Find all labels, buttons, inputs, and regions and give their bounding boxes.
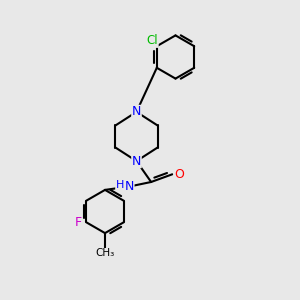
Text: CH₃: CH₃ [95, 248, 115, 259]
Text: F: F [74, 216, 82, 229]
Text: N: N [124, 180, 134, 193]
Text: O: O [174, 168, 184, 181]
Text: H: H [116, 180, 124, 190]
Text: N: N [132, 154, 141, 168]
Text: N: N [132, 105, 141, 119]
Text: Cl: Cl [146, 34, 158, 47]
